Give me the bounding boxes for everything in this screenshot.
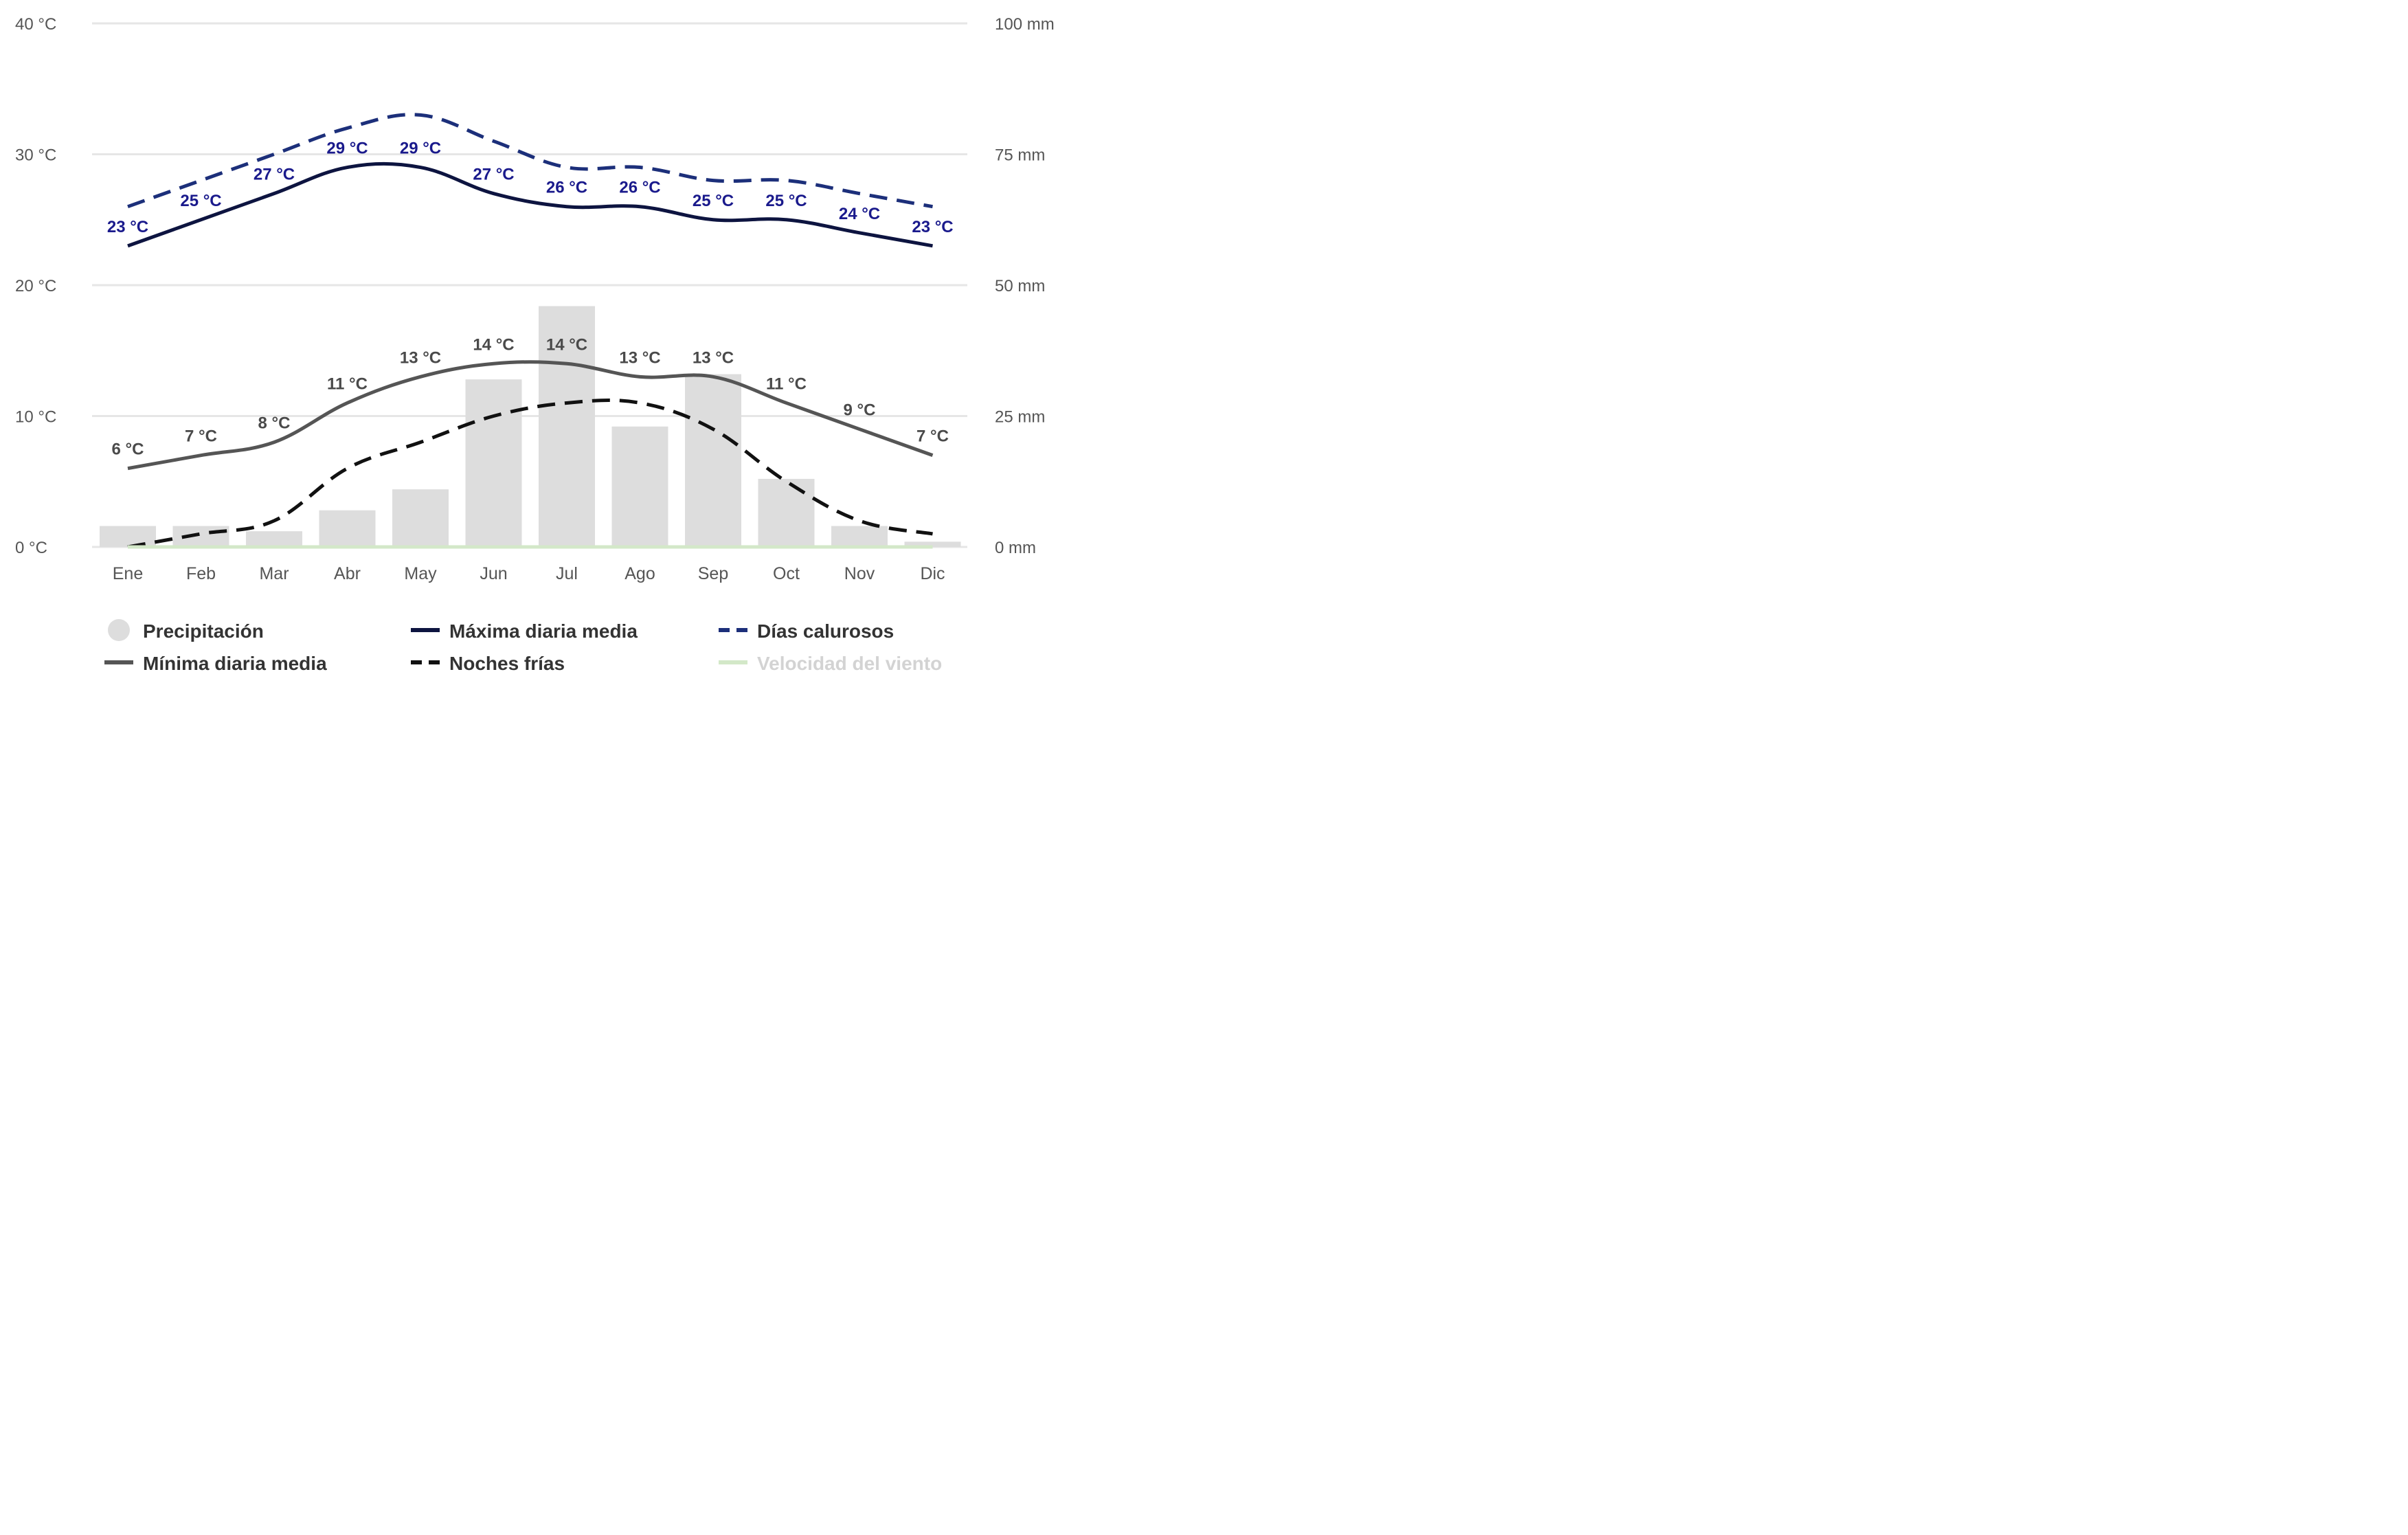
precipitation-bar xyxy=(465,379,522,547)
precipitation-bar xyxy=(904,541,961,547)
right-tick-label: 50 mm xyxy=(995,277,1045,295)
precipitation-bar xyxy=(246,531,302,547)
precipitation-bar xyxy=(100,526,156,547)
right-tick-label: 75 mm xyxy=(995,146,1045,165)
maxima-diaria-media-label: 23 °C xyxy=(912,218,953,236)
right-tick-label: 0 mm xyxy=(995,539,1036,557)
minima-diaria-media-legend-label: Mínima diaria media xyxy=(143,653,327,674)
maxima-diaria-media-label: 27 °C xyxy=(473,166,514,184)
precipitation-legend-marker xyxy=(108,619,130,641)
dias-calurosos-legend-label: Días calurosos xyxy=(757,620,894,642)
left-tick-label: 20 °C xyxy=(15,277,56,295)
month-label: Oct xyxy=(773,564,800,583)
velocidad-del-viento-legend-label: Velocidad del viento xyxy=(757,653,942,674)
precipitation-bar xyxy=(539,306,595,547)
temperature-lines xyxy=(127,113,934,549)
month-label: Feb xyxy=(186,564,216,583)
maxima-diaria-media-label: 26 °C xyxy=(546,179,587,197)
minima-diaria-media-label: 14 °C xyxy=(473,335,514,354)
noches-frias-legend-label: Noches frías xyxy=(449,653,565,674)
precipitacion-legend-label: Precipitación xyxy=(143,620,264,642)
precipitation-bar xyxy=(319,510,376,547)
minima-diaria-media-label: 13 °C xyxy=(693,348,734,367)
x-axis: Ene Feb Mar Abr May Jun Jul Ago Sep Oct Nov Dic xyxy=(113,564,945,583)
right-tick-label: 25 mm xyxy=(995,408,1045,427)
month-label: Ene xyxy=(113,564,143,583)
minima-diaria-media-label: 13 °C xyxy=(619,348,660,367)
left-tick-label: 0 °C xyxy=(15,539,47,557)
month-label: Ago xyxy=(624,564,655,583)
precipitation-bar xyxy=(392,489,449,547)
minima-diaria-media-label: 9 °C xyxy=(844,401,876,420)
maxima-diaria-media-label: 29 °C xyxy=(400,139,441,158)
precipitation-bar xyxy=(685,374,741,547)
maxima-diaria-media-label: 29 °C xyxy=(326,139,368,158)
grid-lines xyxy=(92,22,967,548)
climate-chart: 0 °C 10 °C 20 °C 30 °C 40 °C 0 mm 25 mm 50 mm 7… xyxy=(15,15,1055,674)
maxima-diaria-media-legend-label: Máxima diaria media xyxy=(449,620,638,642)
precipitation-bar xyxy=(831,526,888,547)
left-tick-label: 10 °C xyxy=(15,408,56,427)
month-label: Jun xyxy=(480,564,507,583)
month-label: May xyxy=(404,564,437,583)
minima-diaria-media-label: 13 °C xyxy=(400,348,441,367)
minima-diaria-media-label: 7 °C xyxy=(185,427,217,446)
data-labels: 23 °C 25 °C 27 °C 29 °C 29 °C 27 °C 26 °C 26 °C… xyxy=(107,139,954,459)
minima-diaria-media-label: 14 °C xyxy=(546,335,587,354)
maxima-diaria-media-label: 25 °C xyxy=(693,192,734,210)
right-tick-label: 100 mm xyxy=(995,15,1055,34)
left-tick-label: 30 °C xyxy=(15,146,56,165)
maxima-diaria-media-label: 24 °C xyxy=(839,205,880,223)
minima-diaria-media-label: 6 °C xyxy=(112,440,144,459)
month-label: Abr xyxy=(334,564,361,583)
precipitation-bar xyxy=(611,426,668,547)
noches-frias-line xyxy=(127,399,933,549)
minima-diaria-media-label: 7 °C xyxy=(916,427,949,446)
maxima-diaria-media-label: 25 °C xyxy=(180,192,221,210)
precipitation-bar xyxy=(758,478,815,547)
maxima-diaria-media-label: 27 °C xyxy=(254,166,295,184)
precipitation-bars xyxy=(100,306,961,547)
month-label: Nov xyxy=(844,564,875,583)
left-tick-label: 40 °C xyxy=(15,15,56,34)
month-label: Mar xyxy=(259,564,289,583)
minima-diaria-media-label: 11 °C xyxy=(327,374,368,393)
maxima-diaria-media-line xyxy=(127,161,933,248)
minima-diaria-media-label: 8 °C xyxy=(258,414,291,433)
maxima-diaria-media-label: 25 °C xyxy=(765,192,807,210)
left-axis: 0 °C 10 °C 20 °C 30 °C 40 °C xyxy=(15,15,56,557)
right-axis: 0 mm 25 mm 50 mm 75 mm 100 mm xyxy=(995,15,1055,557)
minima-diaria-media-label: 11 °C xyxy=(766,374,807,393)
maxima-diaria-media-label: 26 °C xyxy=(619,179,660,197)
precipitation-bar xyxy=(172,526,229,547)
legend: Precipitación Máxima diaria media Días cal… xyxy=(104,619,942,674)
month-label: Sep xyxy=(698,564,728,583)
month-label: Dic xyxy=(920,564,945,583)
maxima-diaria-media-label: 23 °C xyxy=(107,218,148,236)
month-label: Jul xyxy=(556,564,578,583)
minima-diaria-media-line xyxy=(127,360,934,471)
dias-calurosos-line xyxy=(127,113,933,209)
